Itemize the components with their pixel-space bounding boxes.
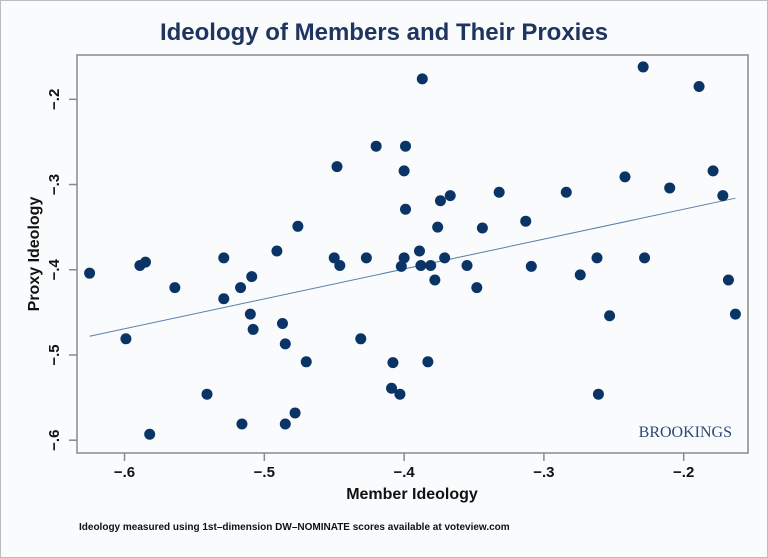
data-point [604, 310, 616, 322]
brookings-watermark: BROOKINGS [639, 424, 732, 441]
data-point [592, 388, 604, 400]
chart-title: Ideology of Members and Their Proxies [159, 19, 609, 46]
data-point [271, 245, 283, 257]
data-point [292, 220, 304, 232]
data-point [591, 252, 603, 264]
data-point [416, 73, 428, 85]
data-point [279, 418, 291, 430]
data-point [395, 260, 407, 272]
y-tick-label: −.3 [46, 174, 63, 195]
data-point [493, 186, 505, 198]
data-point [334, 260, 346, 272]
data-point [236, 418, 248, 430]
data-point [370, 140, 382, 152]
y-tick-label: −.5 [46, 344, 63, 365]
x-tick-label: −.3 [533, 464, 554, 481]
data-point [525, 260, 537, 272]
x-tick-label: −.5 [254, 464, 275, 481]
data-point [400, 203, 412, 215]
data-point [619, 171, 631, 183]
data-point [439, 252, 451, 264]
y-axis-label: Proxy Ideology [26, 197, 43, 312]
data-point [398, 165, 410, 177]
data-point [520, 215, 532, 227]
data-point [355, 333, 367, 345]
data-point [218, 252, 230, 264]
data-point [461, 260, 473, 272]
data-point [429, 274, 441, 286]
data-point [432, 221, 444, 233]
data-point [444, 190, 456, 202]
data-point [328, 252, 340, 264]
data-point [235, 282, 247, 294]
x-tick-label: −.6 [114, 464, 135, 481]
data-point [300, 356, 312, 368]
plot-area [76, 54, 749, 454]
y-axis: −.2 −.3 −.4 −.5 −.6 [46, 89, 77, 451]
data-point [729, 308, 741, 320]
data-point [413, 245, 425, 257]
data-point [707, 165, 719, 177]
x-axis: −.6 −.5 −.4 −.3 −.2 [114, 453, 694, 481]
data-point [471, 282, 483, 294]
data-point [400, 140, 412, 152]
data-point [434, 195, 446, 207]
data-point [218, 293, 230, 305]
data-point [201, 388, 213, 400]
data-point [331, 161, 343, 173]
data-point [144, 428, 156, 440]
data-point [169, 282, 181, 294]
y-tick-label: −.2 [46, 89, 63, 110]
data-point [289, 407, 301, 419]
data-point [693, 81, 705, 93]
data-point [422, 356, 434, 368]
data-point [84, 267, 96, 279]
data-point [637, 61, 649, 73]
data-point [386, 382, 398, 394]
data-point [139, 256, 151, 268]
y-tick-label: −.4 [46, 258, 63, 280]
data-point [387, 357, 399, 369]
data-point [246, 271, 258, 283]
data-point [120, 333, 132, 345]
points [84, 61, 741, 440]
data-point [639, 252, 651, 264]
data-point [247, 323, 259, 335]
x-tick-label: −.4 [393, 464, 415, 481]
data-point [717, 190, 729, 202]
data-point [360, 252, 372, 264]
data-point [425, 260, 437, 272]
data-point [722, 274, 734, 286]
y-tick-label: −.6 [46, 430, 63, 451]
data-point [415, 260, 427, 272]
footnote: Ideology measured using 1st–dimension DW… [79, 522, 510, 533]
data-point [276, 317, 288, 329]
data-point [244, 308, 256, 320]
x-axis-label: Member Ideology [346, 486, 478, 503]
data-point [476, 222, 488, 234]
x-tick-label: −.2 [673, 464, 694, 481]
data-point [560, 186, 572, 198]
data-point [664, 182, 676, 194]
data-point [394, 388, 406, 400]
fit-line [89, 197, 736, 337]
data-point [398, 252, 410, 264]
data-point [574, 269, 586, 281]
data-point [279, 338, 291, 350]
